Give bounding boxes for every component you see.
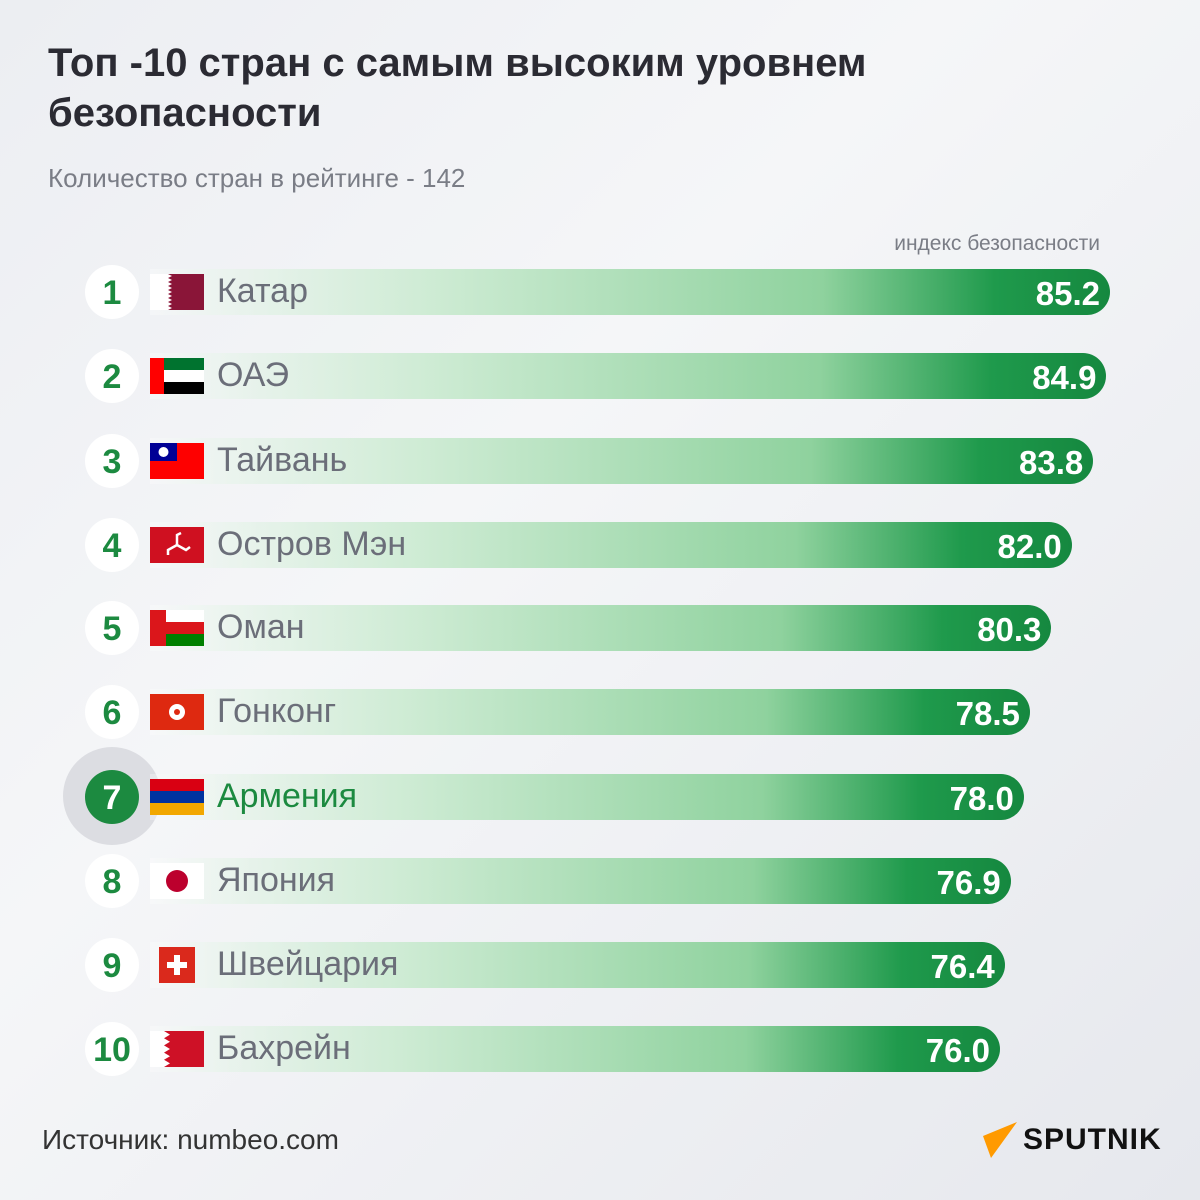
- value-label: 78.5: [955, 695, 1020, 732]
- rank-badge: 6: [85, 685, 139, 739]
- rank-badge: 8: [85, 854, 139, 908]
- bar-row: 76.9 8 Япония: [0, 853, 1200, 909]
- rank-badge: 10: [85, 1022, 139, 1076]
- bar-row: 78.0 7 Армения: [0, 747, 1200, 845]
- bar-row: 84.9 2 ОАЭ: [0, 348, 1200, 404]
- value-label: 80.3: [977, 611, 1042, 648]
- isle-of-man-flag-icon: [150, 527, 204, 563]
- bar-row: 83.8 3 Тайвань: [0, 433, 1200, 489]
- country-name: Швейцария: [217, 945, 399, 983]
- country-name: Гонконг: [217, 692, 337, 730]
- bar: 76.9: [150, 858, 1011, 904]
- bar-row: 82.0 4 Остров Мэн: [0, 517, 1200, 573]
- country-name: Япония: [217, 861, 336, 899]
- value-label: 76.4: [930, 948, 995, 985]
- country-name: Катар: [217, 272, 308, 310]
- bar: 84.9: [150, 353, 1107, 399]
- country-name: Бахрейн: [217, 1029, 351, 1067]
- taiwan-flag-icon: [150, 443, 204, 479]
- page-title: Топ -10 стран с самым высоким уровнем бе…: [48, 41, 867, 135]
- bar: 83.8: [150, 438, 1094, 484]
- rank-badge: 1: [85, 265, 139, 319]
- sputnik-logo-icon: [983, 1122, 1017, 1158]
- qatar-flag-icon: [150, 274, 204, 310]
- oman-flag-icon: [150, 610, 204, 646]
- value-label: 85.2: [1035, 275, 1101, 312]
- value-label: 84.9: [1032, 359, 1097, 396]
- value-label: 82.0: [997, 528, 1062, 565]
- country-name: ОАЭ: [217, 356, 290, 394]
- rank-badge: 2: [85, 349, 139, 403]
- value-label: 78.0: [949, 780, 1014, 817]
- bar: 78.5: [150, 689, 1030, 735]
- rank-badge: 5: [85, 601, 139, 655]
- bar-row: 85.2 1 Катар: [0, 264, 1200, 320]
- bar: 80.3: [150, 605, 1052, 651]
- bar: 76.4: [150, 942, 1005, 988]
- sputnik-logo: SPUTNIK: [983, 1122, 1162, 1158]
- bar-row: 78.5 6 Гонконг: [0, 684, 1200, 740]
- uae-flag-icon: [150, 358, 204, 394]
- logo-text: SPUTNIK: [1023, 1123, 1162, 1156]
- rank-badge: 9: [85, 938, 139, 992]
- switzerland-flag-icon: [159, 947, 195, 983]
- bar: 85.2: [150, 269, 1111, 315]
- bahrain-flag-icon: [150, 1031, 204, 1067]
- armenia-flag-icon: [150, 779, 204, 815]
- rank-badge: 4: [85, 518, 139, 572]
- country-name: Остров Мэн: [217, 525, 407, 563]
- value-label: 76.0: [925, 1032, 990, 1069]
- subtitle: Количество стран в рейтинге - 142: [48, 163, 466, 193]
- axis-label: индекс безопасности: [894, 232, 1100, 255]
- country-name: Тайвань: [217, 441, 348, 479]
- country-name: Армения: [217, 777, 358, 815]
- bar-row: 76.4 9 Швейцария: [0, 937, 1200, 993]
- bar-row: 76.0 10 Бахрейн: [0, 1021, 1200, 1077]
- rank-badge: 3: [85, 434, 139, 488]
- hong-kong-flag-icon: [150, 694, 204, 730]
- bar: 82.0: [150, 522, 1072, 568]
- value-label: 76.9: [936, 864, 1001, 901]
- bar-row: 80.3 5 Оман: [0, 600, 1200, 656]
- japan-flag-icon: [150, 863, 204, 899]
- value-label: 83.8: [1019, 444, 1084, 481]
- bar: 76.0: [150, 1026, 1000, 1072]
- bar: 78.0: [150, 774, 1024, 820]
- rank-badge: 7: [85, 770, 139, 824]
- source: Источник: numbeo.com: [42, 1124, 339, 1155]
- country-name: Оман: [217, 608, 305, 646]
